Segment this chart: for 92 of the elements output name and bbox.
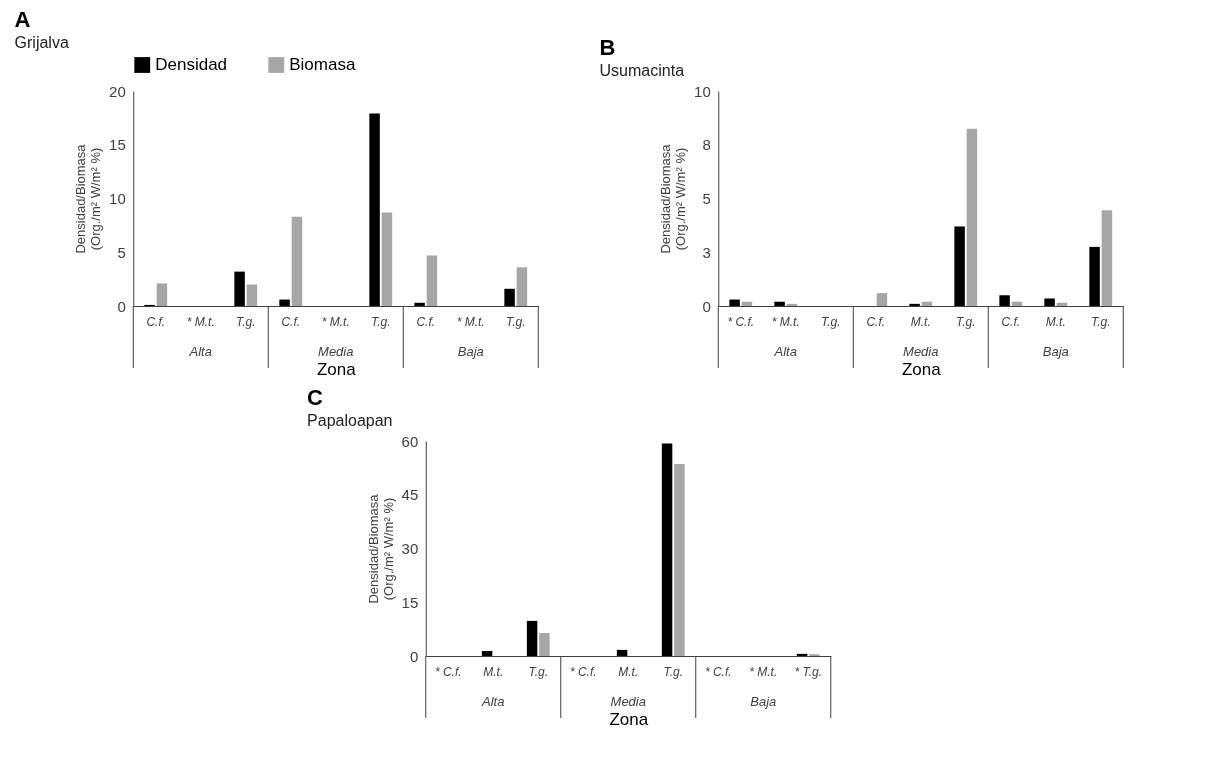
y-tick-label: 0: [409, 647, 419, 665]
bar: [426, 255, 438, 306]
bar: [909, 303, 920, 306]
bar: [234, 271, 245, 306]
text: Alta: [773, 344, 797, 359]
x-tick-label: M.t.: [1045, 314, 1066, 329]
text: Media: [318, 344, 354, 359]
x-tick-label: * M.t.: [321, 314, 350, 329]
x-tick-label: * M.t.: [749, 664, 778, 679]
bar: [246, 284, 258, 306]
x-tick-label: M.t.: [910, 314, 931, 329]
legend-label: Densidad: [155, 55, 228, 74]
chart-title: B: [599, 35, 616, 60]
x-tick-label: C.f.: [1001, 314, 1021, 329]
bar: [876, 293, 888, 306]
bar: [539, 633, 550, 656]
bar: [954, 226, 965, 306]
bar: [369, 113, 380, 306]
bar: [661, 443, 673, 656]
y-tick-label: 3: [702, 243, 711, 261]
y-tick-label: 10: [109, 190, 126, 207]
y-tick-label: 15: [401, 593, 419, 611]
y-tick-label: 8: [702, 136, 711, 154]
x-axis-title: Zona: [609, 709, 649, 729]
y-axis-title: Densidad/Biomasa (Org./m² W/m² %): [73, 143, 104, 254]
text: Alta: [481, 694, 505, 709]
bar: [156, 283, 168, 306]
chart-subtitle: Usumacinta: [599, 62, 685, 79]
bar: [279, 299, 290, 306]
chart-title: C: [307, 385, 324, 410]
y-axis-title: Densidad/Biomasa (Org./m² W/m² %): [365, 493, 396, 604]
x-tick-label: C.f.: [416, 314, 436, 329]
x-tick-label: C.f.: [281, 314, 301, 329]
text: Baja: [1042, 344, 1069, 359]
y-tick-label: 60: [401, 432, 419, 450]
x-tick-label: * C.f.: [434, 664, 462, 679]
x-tick-label: * C.f.: [727, 314, 755, 329]
chart-title: A: [14, 7, 31, 32]
bar: [616, 649, 628, 656]
bar: [999, 295, 1010, 306]
x-tick-label: * M.t.: [771, 314, 800, 329]
y-tick-label: 30: [401, 540, 419, 557]
text: Media: [903, 344, 939, 359]
bar: [481, 650, 493, 656]
x-tick-label: T.g.: [663, 664, 684, 679]
text: Alta: [188, 344, 212, 359]
x-tick-label: T.g.: [1090, 314, 1111, 329]
y-tick-label: 5: [702, 190, 711, 207]
x-axis-title: Zona: [316, 359, 357, 379]
bar: [729, 299, 740, 306]
bar: [516, 267, 528, 306]
y-tick-label: 20: [109, 82, 126, 100]
x-tick-label: * C.f.: [569, 664, 597, 679]
x-tick-label: * M.t.: [456, 314, 485, 329]
bar: [1089, 246, 1100, 306]
x-tick-label: T.g.: [505, 314, 526, 329]
x-tick-label: T.g.: [235, 314, 256, 329]
y-tick-label: 0: [117, 297, 126, 315]
x-tick-label: M.t.: [483, 664, 504, 679]
y-tick-label: 0: [702, 297, 711, 315]
y-tick-label: 45: [401, 486, 419, 504]
y-axis-title: Densidad/Biomasa (Org./m² W/m² %): [658, 143, 689, 254]
x-tick-label: C.f.: [146, 314, 166, 329]
x-tick-label: T.g.: [820, 314, 841, 329]
x-tick-label: * T.g.: [794, 664, 823, 679]
x-tick-label: * M.t.: [186, 314, 215, 329]
bar: [674, 463, 685, 656]
text: Baja: [750, 694, 777, 709]
x-tick-label: T.g.: [528, 664, 549, 679]
chart-subtitle: Papaloapan: [307, 412, 393, 429]
bar: [966, 128, 978, 306]
x-tick-label: C.f.: [866, 314, 886, 329]
y-tick-label: 10: [694, 82, 711, 100]
y-tick-label: 5: [117, 243, 126, 261]
bar: [1044, 298, 1055, 306]
text: Baja: [457, 344, 484, 359]
x-tick-label: M.t.: [618, 664, 639, 679]
chart-subtitle: Grijalva: [14, 34, 69, 51]
bar: [291, 216, 303, 306]
bar: [381, 212, 393, 306]
bar: [504, 288, 515, 306]
text: Media: [610, 694, 646, 709]
y-tick-label: 15: [109, 136, 126, 154]
bar: [414, 302, 425, 306]
bar: [526, 620, 538, 656]
bar: [774, 301, 785, 306]
x-tick-label: T.g.: [370, 314, 391, 329]
x-tick-label: * C.f.: [704, 664, 732, 679]
legend-label: Biomasa: [289, 55, 356, 74]
x-axis-title: Zona: [901, 359, 942, 379]
x-tick-label: T.g.: [955, 314, 976, 329]
bar: [1101, 210, 1113, 306]
